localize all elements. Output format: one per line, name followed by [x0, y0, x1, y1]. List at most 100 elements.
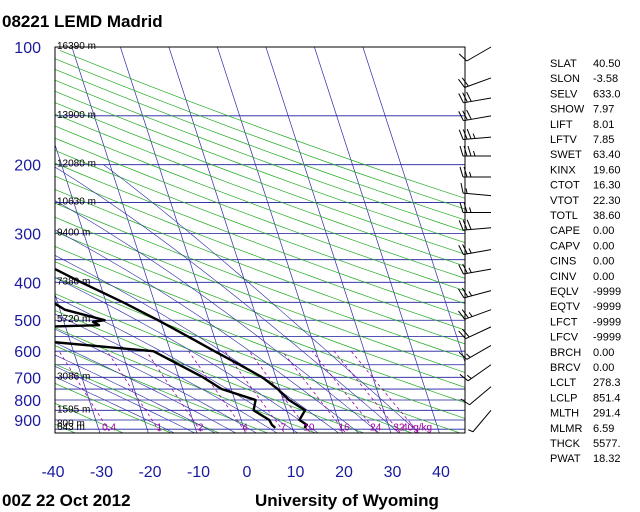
index-name: CTOT [550, 180, 580, 192]
barb-flag [458, 111, 464, 121]
index-value: -9999 [593, 332, 621, 344]
barb-half-flag [473, 150, 476, 157]
mixing-ratio-label: 4 [242, 423, 248, 434]
dry-adiabat [55, 150, 465, 304]
mixing-ratio-line [311, 350, 378, 433]
index-value: 0.00 [593, 347, 614, 359]
index-name: PWAT [550, 453, 581, 465]
height-label: 800 m [57, 419, 85, 430]
barb-flag [458, 78, 466, 88]
dry-adiabat [55, 310, 365, 433]
barb-staff [466, 344, 492, 360]
barb-flag [458, 264, 464, 275]
height-label: 3086 m [57, 371, 90, 382]
barb-flag [462, 110, 468, 121]
index-name: SHOW [550, 104, 585, 116]
index-value: 851.4 [593, 392, 621, 404]
index-name: LFCT [550, 316, 578, 328]
dry-adiabat [55, 125, 465, 279]
isotherm-line [71, 47, 198, 433]
index-value: 22.30 [593, 195, 621, 207]
index-name: LFTV [550, 134, 578, 146]
barb-flag [458, 220, 464, 231]
index-value: 0.00 [593, 256, 614, 268]
height-label: 1595 m [57, 404, 90, 415]
barb-staff [463, 268, 492, 275]
barb-flag [462, 129, 468, 140]
index-name: LIFT [550, 119, 573, 131]
barb-half-flag [468, 429, 474, 433]
temperature-tick-label: 30 [384, 464, 402, 481]
pressure-tick-label: 100 [14, 40, 41, 57]
barb-flag [460, 398, 470, 406]
index-value: -9999 [593, 301, 621, 313]
sounding-profiles [55, 267, 308, 429]
barb-flag [462, 244, 468, 255]
barb-staff [463, 136, 492, 141]
barb-half-flag [469, 171, 472, 178]
dry-adiabat [55, 327, 317, 433]
moist-adiabat [55, 313, 278, 433]
wind-barb [458, 46, 492, 62]
barb-staff [463, 249, 492, 256]
index-name: LCLT [550, 377, 576, 389]
barb-flag [459, 166, 464, 178]
index-name: LCLP [550, 392, 578, 404]
mixing-ratio-line [333, 350, 402, 433]
index-name: LFCV [550, 332, 579, 344]
barb-staff [463, 290, 492, 299]
barb-flag [458, 129, 464, 140]
barb-flag [461, 309, 469, 319]
mixing-ratio-label: 1 [157, 423, 163, 434]
index-name: EQLV [550, 286, 579, 298]
index-value: 19.60 [593, 164, 621, 176]
index-value: 18.32 [593, 453, 621, 465]
index-value: 38.60 [593, 210, 621, 222]
moist-adiabat [55, 354, 216, 433]
dry-adiabat [55, 90, 465, 243]
wind-barb [459, 202, 491, 213]
dry-adiabat [55, 293, 413, 433]
mixing-ratio-line [350, 350, 420, 433]
dry-adiabat [55, 113, 465, 267]
chart-title: 08221 LEMD Madrid [2, 12, 163, 31]
source-label: University of Wyoming [255, 491, 439, 510]
barb-flag [458, 310, 466, 320]
index-name: THCK [550, 438, 581, 450]
index-name: MLTH [550, 408, 579, 420]
index-value: 633.0 [593, 88, 621, 100]
wind-barb [460, 386, 492, 406]
mixing-ratio-line [106, 350, 162, 433]
mixing-ratio-label: 24 [370, 423, 382, 434]
moist-adiabat [55, 365, 196, 433]
barb-flag [466, 128, 472, 140]
dry-adiabat [55, 137, 465, 292]
barb-flag [462, 219, 468, 231]
moist-adiabat [55, 342, 237, 433]
index-name: CAPE [550, 225, 580, 237]
dry-adiabat [55, 363, 221, 433]
index-value: 0.00 [593, 240, 614, 252]
height-label: 9400 m [57, 228, 90, 239]
index-value: 7.97 [593, 104, 614, 116]
barb-flag [462, 263, 468, 274]
pressure-tick-label: 900 [14, 413, 41, 430]
height-label: 7380 m [57, 276, 90, 287]
index-value: -9999 [593, 316, 621, 328]
barb-flag [462, 92, 468, 103]
barb-flag [461, 77, 469, 87]
wind-barb [458, 244, 492, 256]
pressure-tick-label: 800 [14, 393, 41, 410]
dry-adiabat [55, 216, 465, 373]
index-value: 63.40 [593, 149, 621, 161]
date-label: 00Z 22 Oct 2012 [2, 491, 131, 510]
barb-flag [458, 93, 464, 104]
pressure-tick-label: 300 [14, 227, 41, 244]
isotherm-line [0, 29, 3, 433]
dry-adiabat [55, 189, 465, 345]
index-name: CAPV [550, 240, 581, 252]
mixing-ratio-line [58, 350, 111, 433]
barb-staff [463, 115, 492, 122]
barb-half-flag [468, 248, 472, 254]
index-value: 0.00 [593, 271, 614, 283]
